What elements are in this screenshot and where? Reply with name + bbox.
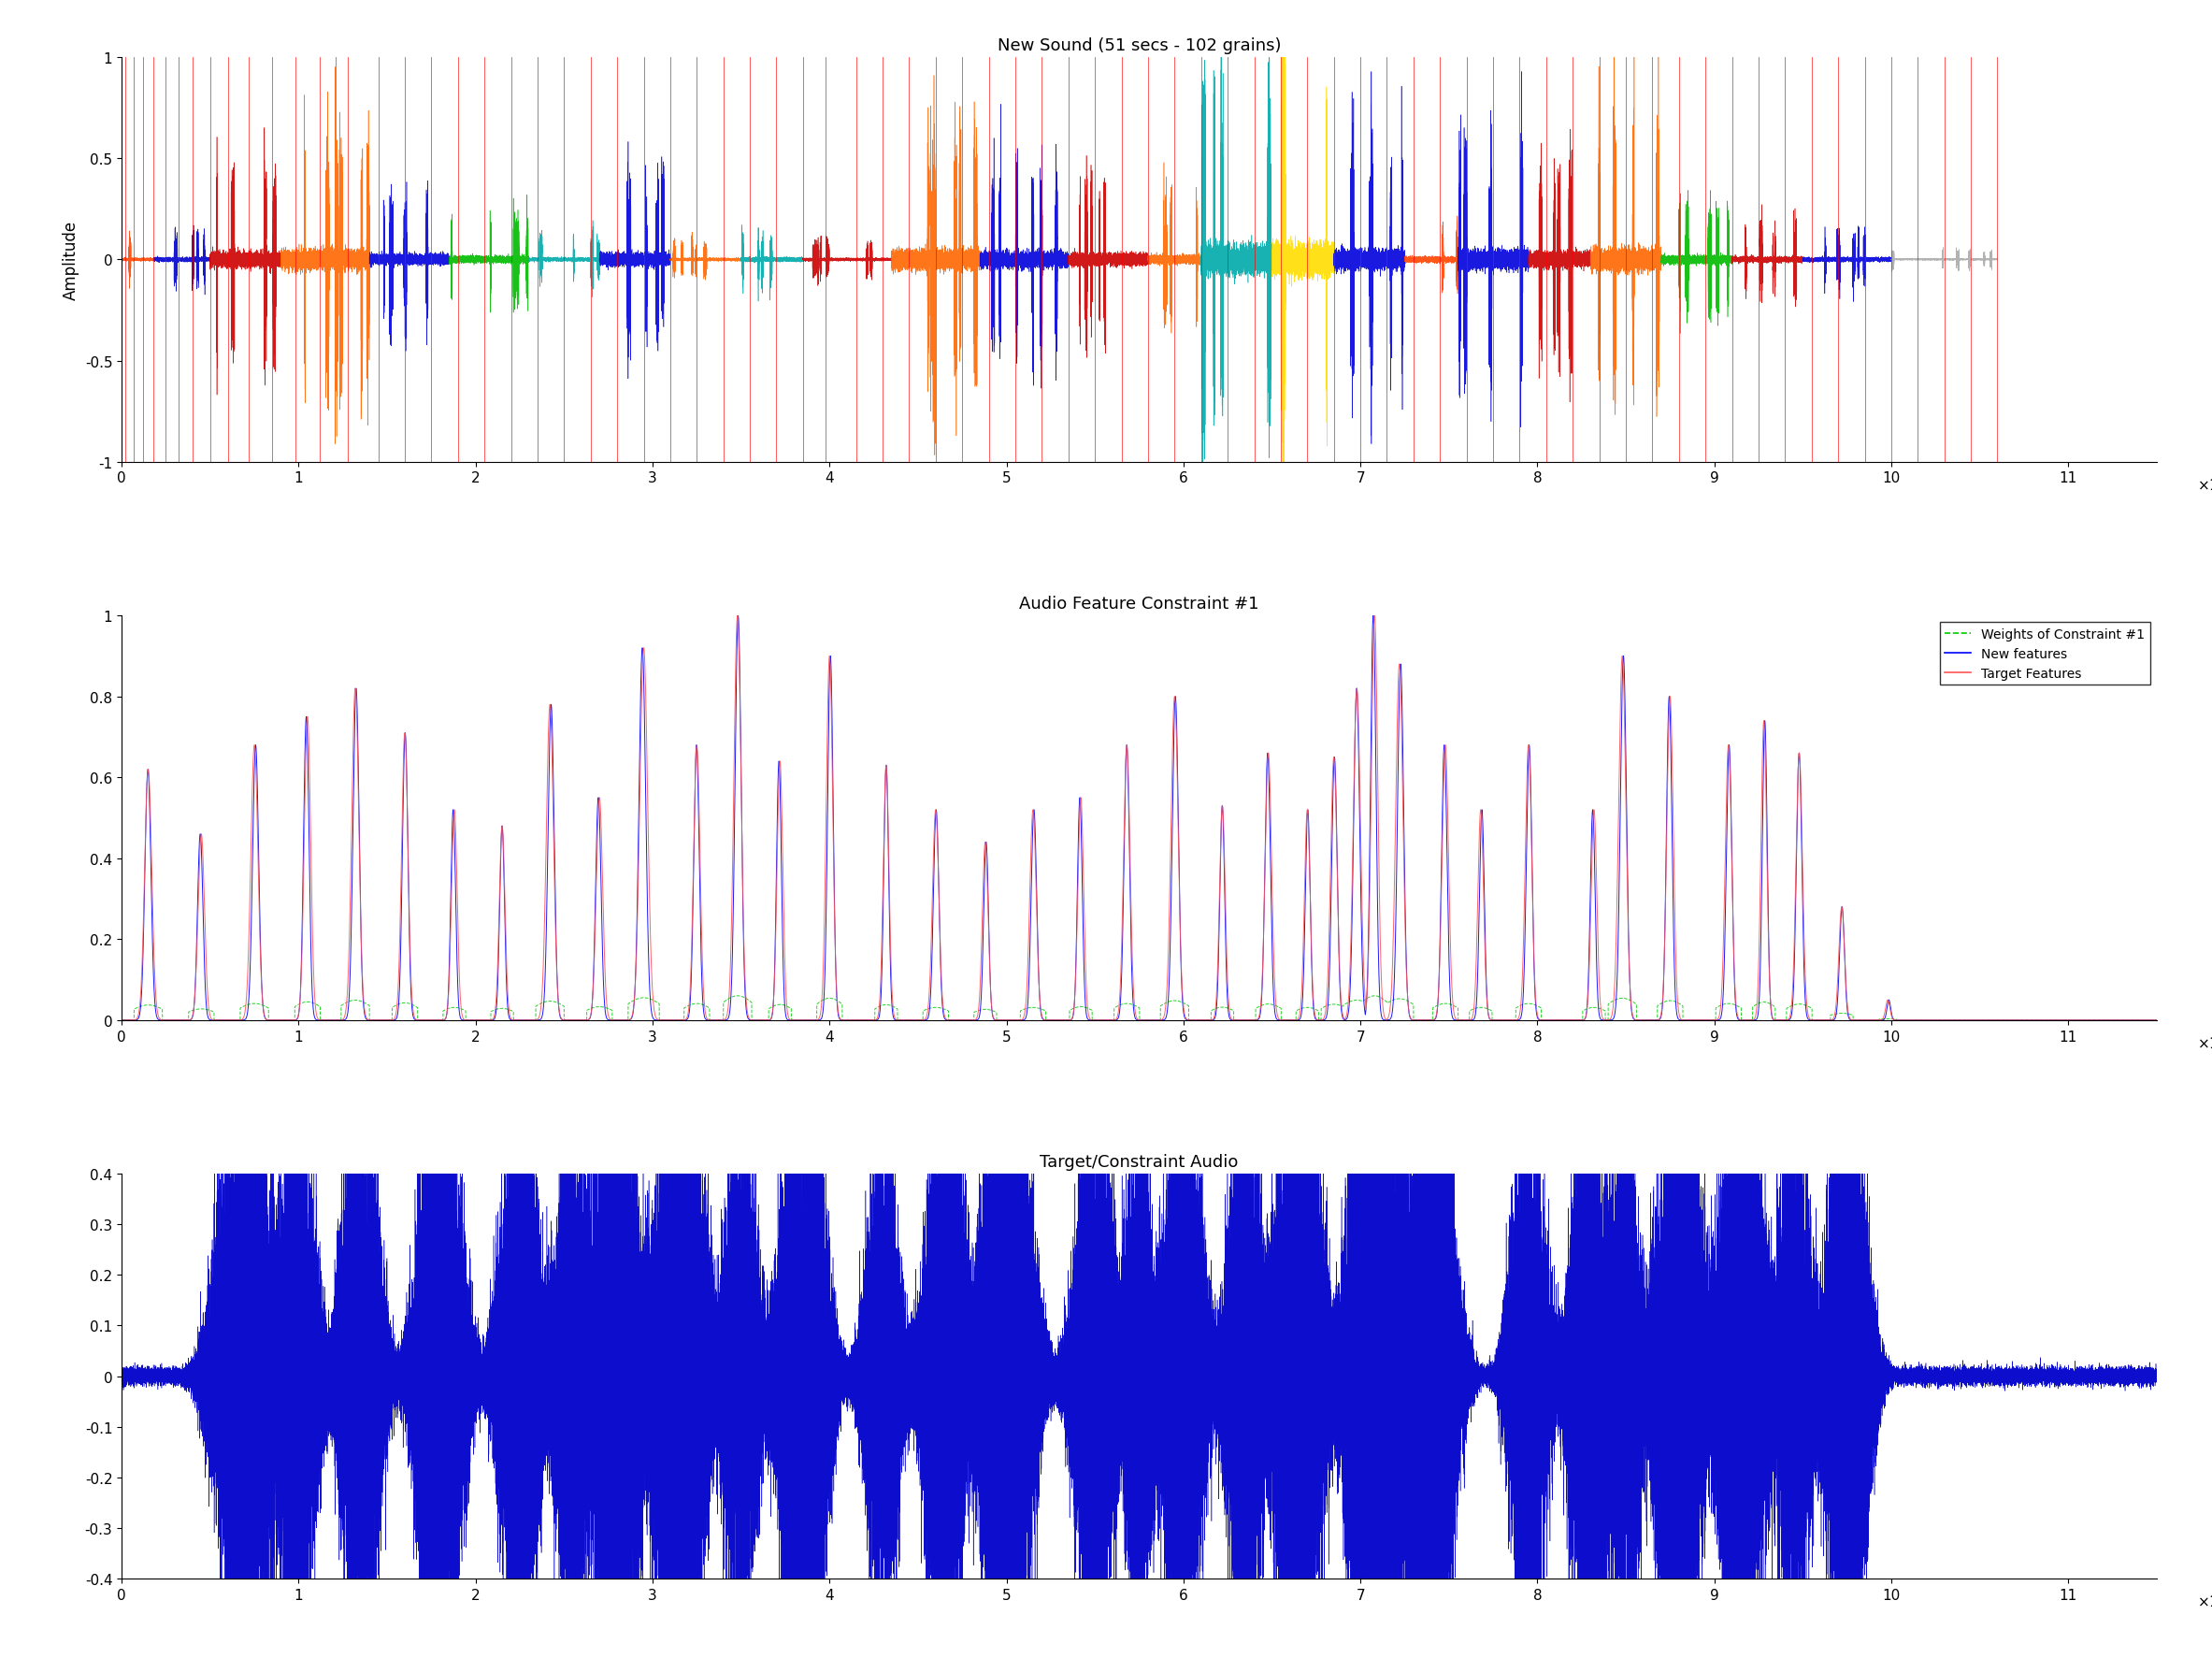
Text: $\times\mathregular{10^5}$: $\times\mathregular{10^5}$ (2197, 1592, 2212, 1610)
Title: New Sound (51 secs - 102 grains): New Sound (51 secs - 102 grains) (998, 36, 1281, 55)
Text: $\times\mathregular{10^5}$: $\times\mathregular{10^5}$ (2197, 1035, 2212, 1051)
Legend: Weights of Constraint #1, New features, Target Features: Weights of Constraint #1, New features, … (1940, 622, 2150, 685)
Text: $\times\mathregular{10^5}$: $\times\mathregular{10^5}$ (2197, 476, 2212, 494)
Title: Target/Constraint Audio: Target/Constraint Audio (1040, 1154, 1239, 1171)
Title: Audio Feature Constraint #1: Audio Feature Constraint #1 (1020, 595, 1259, 612)
Y-axis label: Amplitude: Amplitude (62, 221, 80, 300)
